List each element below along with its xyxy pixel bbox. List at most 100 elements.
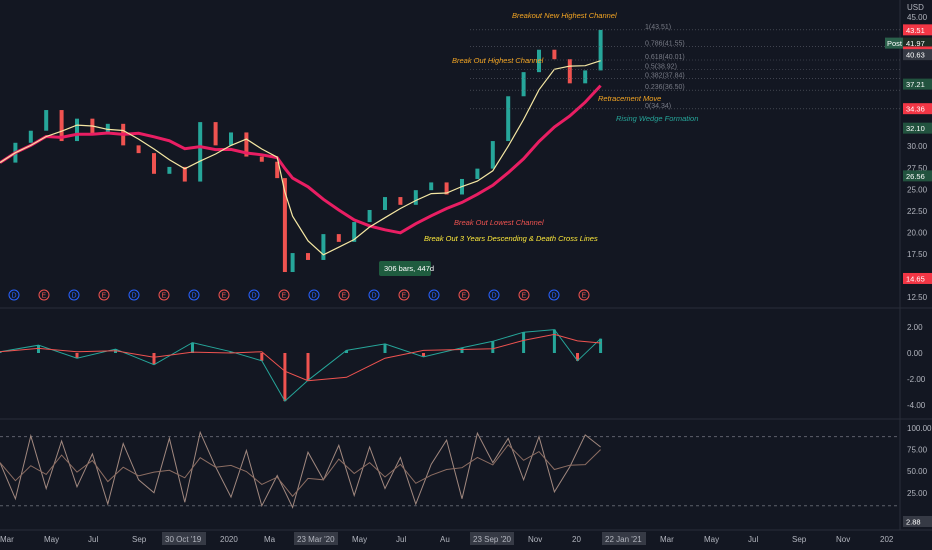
event-marker: E bbox=[38, 289, 50, 301]
event-marker-label: E bbox=[102, 293, 107, 300]
measure-label-text: 306 bars, 447d bbox=[384, 264, 434, 273]
macd-histogram-bar bbox=[460, 347, 464, 353]
event-marker: D bbox=[548, 289, 560, 301]
plot-area[interactable]: 1(43.51) 0.786(41.55) 0.618(40.01) 0.5(38.9… bbox=[0, 11, 900, 509]
event-marker-circle bbox=[38, 289, 50, 301]
price-tick-label: 22.50 bbox=[907, 207, 928, 216]
event-marker-circle bbox=[578, 289, 590, 301]
time-axis-text: 22 Jan '21 bbox=[605, 535, 642, 544]
event-marker-label: E bbox=[522, 293, 527, 300]
rsi-tick-label: 75.00 bbox=[907, 446, 928, 455]
macd-tick-label: -4.00 bbox=[907, 401, 926, 410]
event-marker-circle bbox=[488, 289, 500, 301]
price-tag-box bbox=[903, 103, 932, 115]
event-marker-label: D bbox=[132, 293, 137, 300]
time-axis-text: Sep bbox=[132, 535, 147, 544]
price-tag-prefix-box bbox=[885, 37, 903, 49]
price-tick-label: 25.00 bbox=[907, 185, 928, 194]
price-candle bbox=[552, 49, 557, 60]
event-marker: E bbox=[338, 289, 350, 301]
axes: 45.00 30.00 27.50 25.00 22.50 20.00 17.50 12.50… bbox=[0, 3, 932, 545]
macd-tick-label: 0.00 bbox=[907, 349, 923, 358]
time-axis-label: 23 Mar '20 bbox=[294, 532, 338, 545]
ma-slow-line bbox=[0, 84, 602, 235]
price-candle bbox=[475, 168, 480, 179]
event-marker-circle bbox=[218, 289, 230, 301]
macd-histogram-bar bbox=[491, 341, 495, 353]
time-axis-highlight bbox=[470, 532, 514, 545]
time-axis-text: 23 Sep '20 bbox=[473, 535, 512, 544]
price-tag-value: 32.10 bbox=[906, 124, 925, 133]
rsi-fast-line bbox=[0, 430, 601, 509]
time-axis-text: Jul bbox=[396, 535, 406, 544]
price-tag-box bbox=[903, 170, 932, 182]
time-axis-text: May bbox=[44, 535, 59, 544]
fib-level-label: 0.382(37.84) bbox=[645, 73, 685, 80]
event-marker-circle bbox=[308, 289, 320, 301]
time-axis-text: Nov bbox=[836, 535, 850, 544]
macd-histogram-bar bbox=[422, 353, 425, 357]
price-tick-label: 20.00 bbox=[907, 228, 928, 237]
fib-level-label: 0.5(38.92) bbox=[645, 63, 677, 70]
fib-level-label: 1(43.51) bbox=[645, 24, 671, 31]
time-axis-text: 30 Oct '19 bbox=[165, 535, 202, 544]
macd-histogram-bar bbox=[260, 353, 264, 361]
time-axis-text: 23 Mar '20 bbox=[297, 535, 335, 544]
event-marker: E bbox=[578, 289, 590, 301]
price-tick-label: 45.00 bbox=[907, 13, 928, 22]
price-tick-label: 12.50 bbox=[907, 293, 928, 302]
measure-label-box bbox=[379, 261, 431, 276]
price-candle bbox=[213, 122, 218, 146]
time-axis-label: Mar bbox=[660, 535, 674, 544]
event-marker-circle bbox=[98, 289, 110, 301]
price-candle bbox=[275, 161, 280, 179]
price-candle bbox=[306, 253, 310, 260]
price-candle bbox=[198, 122, 203, 182]
rsi-slow-line bbox=[0, 443, 601, 498]
event-marker-circle bbox=[68, 289, 80, 301]
time-axis-text: 2020 bbox=[220, 535, 238, 544]
price-candle bbox=[136, 145, 141, 154]
event-marker-label: D bbox=[252, 293, 257, 300]
event-marker-label: E bbox=[582, 293, 587, 300]
price-candle bbox=[182, 166, 187, 182]
macd-tick-label: 2.00 bbox=[907, 323, 923, 332]
event-marker-circle bbox=[278, 289, 290, 301]
event-marker-circle bbox=[458, 289, 470, 301]
time-axis-label: 23 Sep '20 bbox=[470, 532, 514, 545]
event-marker: D bbox=[248, 289, 260, 301]
event-marker-label: E bbox=[342, 293, 347, 300]
event-marker-label: D bbox=[552, 293, 557, 300]
chart-annotation: Break Out Lowest Channel bbox=[454, 218, 544, 227]
measure-label: 306 bars, 447d bbox=[379, 261, 434, 276]
event-marker-circle bbox=[368, 289, 380, 301]
time-axis-highlight bbox=[162, 532, 206, 545]
event-marker: D bbox=[188, 289, 200, 301]
event-marker-label: D bbox=[192, 293, 197, 300]
time-axis-label: Jul bbox=[88, 535, 98, 544]
price-tag-box bbox=[903, 24, 932, 36]
event-marker: D bbox=[428, 289, 440, 301]
rsi-tick-label: 25.00 bbox=[907, 489, 928, 498]
chart-panes bbox=[0, 0, 932, 531]
time-axis-text: Jul bbox=[748, 535, 758, 544]
event-marker: E bbox=[278, 289, 290, 301]
price-tag-prefix: Post bbox=[887, 39, 903, 48]
event-marker-circle bbox=[128, 289, 140, 301]
event-marker: D bbox=[68, 289, 80, 301]
event-marker: D bbox=[308, 289, 320, 301]
macd-signal-line bbox=[0, 333, 601, 382]
price-candle bbox=[383, 197, 387, 210]
price-tag-value: 43.51 bbox=[906, 26, 925, 35]
macd-histogram-bar bbox=[552, 329, 556, 353]
time-axis-text: Au bbox=[440, 535, 450, 544]
time-axis-text: Jul bbox=[88, 535, 98, 544]
price-tick-label: 30.00 bbox=[907, 142, 928, 151]
fib-level-label: 0.786(41.55) bbox=[645, 41, 685, 48]
macd-histogram-bar bbox=[345, 350, 348, 353]
price-tick-label: 17.50 bbox=[907, 250, 928, 259]
rsi-tag-box bbox=[903, 516, 932, 527]
event-marker-circle bbox=[8, 289, 20, 301]
time-axis-label: 22 Jan '21 bbox=[602, 532, 646, 545]
